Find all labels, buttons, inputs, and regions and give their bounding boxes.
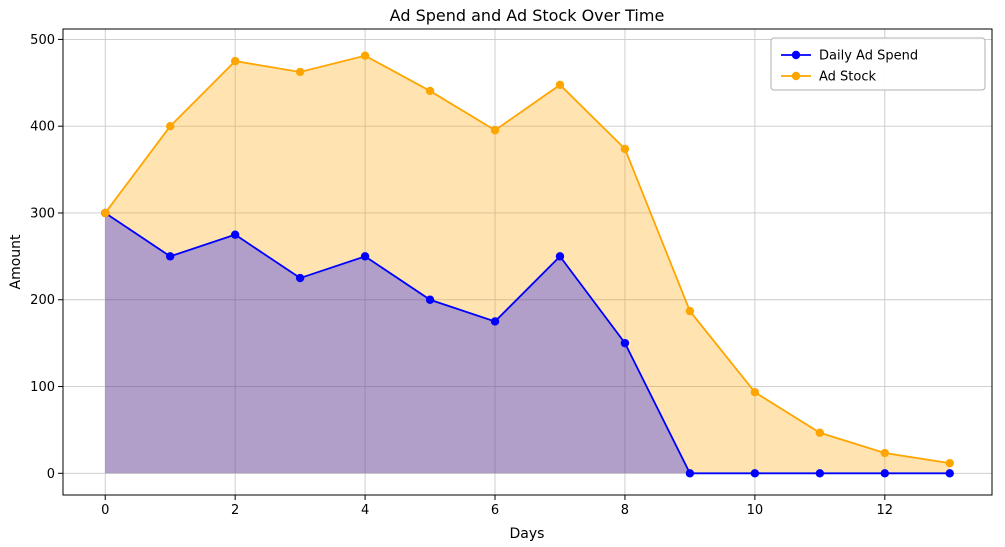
legend-label-daily-ad-spend: Daily Ad Spend — [819, 49, 918, 64]
tick-layer: 0 2 4 6 8 10 12 0 100 200 300 400 500 — [30, 33, 893, 518]
marker-daily-ad-spend — [425, 295, 435, 304]
marker-daily-ad-spend — [620, 338, 630, 348]
x-tick-label: 4 — [361, 503, 369, 518]
marker-ad-stock — [620, 144, 630, 154]
marker-daily-ad-spend — [815, 469, 825, 478]
series-line-daily-ad-spend — [104, 212, 950, 475]
series-line-ad-stock — [104, 54, 950, 465]
marker-daily-ad-spend — [945, 469, 954, 478]
marker-ad-stock — [490, 126, 500, 135]
marker-daily-ad-spend — [750, 469, 760, 478]
marker-daily-ad-spend — [360, 252, 370, 261]
marker-ad-stock — [165, 121, 175, 131]
marker-daily-ad-spend — [880, 469, 890, 478]
marker-ad-stock — [230, 56, 240, 66]
marker-daily-ad-spend — [165, 252, 175, 261]
marker-daily-ad-spend — [230, 230, 240, 239]
legend-marker-daily-ad-spend — [791, 50, 801, 60]
marker-daily-ad-spend — [295, 273, 305, 283]
marker-daily-ad-spend — [490, 317, 500, 326]
y-tick-label: 200 — [30, 293, 55, 308]
marker-daily-ad-spend — [555, 252, 565, 261]
x-tick-label: 2 — [231, 503, 239, 518]
y-axis-label: Amount — [8, 234, 24, 290]
area-fill-daily-ad-spend — [105, 212, 950, 474]
x-tick-label: 10 — [747, 503, 764, 518]
area-fill-ad-stock — [105, 55, 950, 474]
legend-marker-ad-stock — [791, 71, 801, 81]
y-tick-label: 300 — [30, 206, 55, 221]
y-tick-label: 0 — [47, 467, 55, 482]
marker-ad-stock — [750, 388, 760, 397]
area-fill-layer — [105, 55, 950, 474]
marker-daily-ad-spend — [685, 469, 695, 478]
x-tick-label: 12 — [877, 503, 894, 518]
marker-ad-stock — [945, 458, 954, 468]
x-axis-label: Days — [510, 526, 545, 542]
y-tick-label: 500 — [30, 33, 55, 48]
legend-label-ad-stock: Ad Stock — [819, 70, 876, 85]
legend: Daily Ad Spend Ad Stock — [770, 37, 986, 91]
marker-ad-stock — [555, 80, 565, 90]
marker-ad-stock — [685, 306, 695, 316]
series-layer — [101, 51, 954, 478]
x-tick-label: 0 — [101, 503, 109, 518]
chart-title: Ad Spend and Ad Stock Over Time — [390, 6, 665, 25]
x-tick-label: 6 — [491, 503, 499, 518]
marker-ad-stock — [815, 428, 825, 437]
marker-ad-stock — [101, 208, 110, 218]
marker-ad-stock — [360, 51, 370, 60]
y-tick-label: 100 — [30, 380, 55, 395]
legend-box — [770, 37, 986, 91]
marker-ad-stock — [295, 67, 305, 77]
marker-ad-stock — [425, 86, 435, 96]
axes-frame — [62, 28, 993, 496]
y-tick-label: 400 — [30, 120, 55, 135]
x-tick-label: 8 — [621, 503, 629, 518]
marker-ad-stock — [880, 448, 890, 458]
